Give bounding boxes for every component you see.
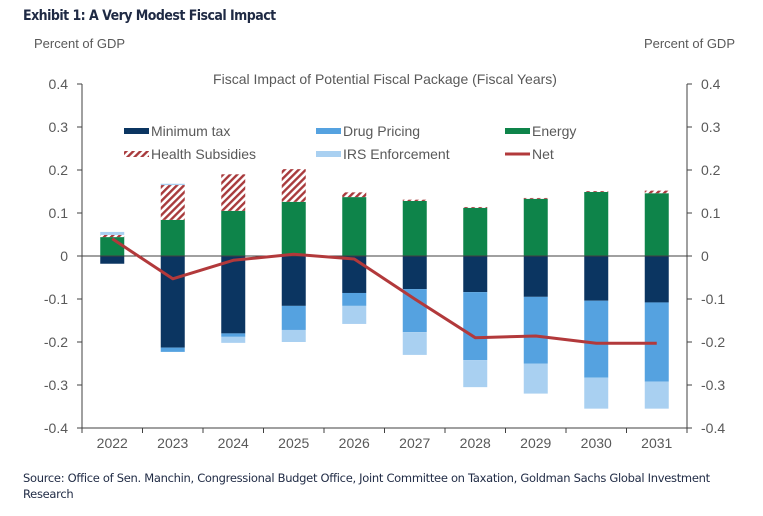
x-tick-label: 2026 (339, 435, 370, 451)
bar-drug-pricing-2026 (342, 292, 367, 306)
bar-drug-pricing-2029 (523, 296, 548, 364)
bar-drug-pricing-2025 (281, 305, 306, 330)
legend-swatch-hatch (124, 151, 149, 157)
legend-swatch (124, 128, 149, 134)
legend-item-irs-enforcement: IRS Enforcement (316, 146, 450, 162)
right-y-tick-label: 0.1 (701, 205, 721, 221)
x-tick-label: 2028 (460, 435, 491, 451)
bar-minimum-tax-2026 (342, 256, 367, 293)
source-note: Source: Office of Sen. Manchin, Congress… (23, 471, 710, 501)
bar-minimum-tax-2028 (463, 256, 488, 293)
bar-minimum-tax-2024 (221, 256, 246, 334)
legend-item-net: Net (505, 146, 554, 162)
bar-energy-2029 (523, 198, 548, 256)
legend-item-health-subsidies: Health Subsidies (124, 146, 256, 162)
left-y-tick-label: -0.2 (44, 334, 68, 350)
right-y-tick-label: 0.3 (701, 119, 721, 135)
right-axis-label: Percent of GDP (643, 36, 735, 51)
legend-item-minimum-tax: Minimum tax (124, 123, 230, 139)
bar-irs-enforcement-2024 (221, 336, 246, 343)
bar-drug-pricing-2028 (463, 292, 488, 361)
bar-irs-enforcement-2030 (584, 377, 609, 409)
bar-energy-2024 (221, 210, 246, 256)
bar-health-subsidies-2029 (523, 197, 548, 199)
legend-label: Net (532, 146, 554, 162)
bar-drug-pricing-2024 (221, 333, 246, 337)
left-y-tick-label: -0.4 (44, 420, 68, 436)
bar-irs-enforcement-2029 (523, 363, 548, 394)
x-tick-label: 2024 (218, 435, 249, 451)
legend-item-energy: Energy (505, 123, 576, 139)
bar-minimum-tax-2025 (281, 256, 306, 306)
bar-health-subsidies-2028 (463, 206, 488, 208)
bar-minimum-tax-2027 (402, 256, 427, 290)
right-y-tick-label: -0.2 (701, 334, 725, 350)
left-axis-label: Percent of GDP (34, 36, 126, 51)
x-tick-label: 2027 (399, 435, 430, 451)
left-y-tick-label: 0.1 (49, 205, 69, 221)
left-y-tick-label: 0.3 (49, 119, 69, 135)
bar-energy-2031 (644, 193, 669, 256)
legend-label: Health Subsidies (151, 146, 256, 162)
legend-label: IRS Enforcement (343, 146, 450, 162)
bar-irs-enforcement-2026 (342, 305, 367, 324)
left-y-tick-label: 0.2 (49, 162, 69, 178)
left-y-tick-label: 0 (60, 248, 68, 264)
legend-label: Drug Pricing (343, 123, 420, 139)
bar-health-subsidies-2023 (160, 185, 185, 220)
bar-irs-enforcement-2025 (281, 329, 306, 342)
bar-drug-pricing-2030 (584, 300, 609, 378)
bar-irs-enforcement-2031 (644, 381, 669, 409)
right-y-tick-label: -0.3 (701, 377, 725, 393)
bar-drug-pricing-2023 (160, 347, 185, 352)
legend-swatch (316, 151, 341, 157)
bar-health-subsidies-2024 (221, 174, 246, 211)
bar-health-subsidies-2031 (644, 190, 669, 194)
bar-irs-enforcement-2022 (100, 231, 125, 235)
right-y-tick-label: 0 (701, 248, 709, 264)
x-tick-label: 2025 (278, 435, 309, 451)
left-y-tick-label: -0.3 (44, 377, 68, 393)
bar-energy-2023 (160, 219, 185, 256)
x-tick-label: 2023 (157, 435, 188, 451)
legend-label: Energy (532, 123, 576, 139)
chart-title: Fiscal Impact of Potential Fiscal Packag… (213, 71, 557, 87)
bar-energy-2027 (402, 200, 427, 256)
legend-item-drug-pricing: Drug Pricing (316, 123, 420, 139)
bar-health-subsidies-2026 (342, 192, 367, 198)
bar-health-subsidies-2025 (281, 169, 306, 202)
right-y-tick-label: -0.4 (701, 420, 725, 436)
right-y-tick-label: -0.1 (701, 291, 725, 307)
exhibit-title: Exhibit 1: A Very Modest Fiscal Impact (23, 8, 276, 24)
x-tick-label: 2031 (641, 435, 672, 451)
left-y-tick-label: -0.1 (44, 291, 68, 307)
bar-health-subsidies-2030 (584, 191, 609, 192)
bar-health-subsidies-2027 (402, 199, 427, 201)
bar-minimum-tax-2031 (644, 256, 669, 303)
net-line (111, 237, 657, 345)
bar-minimum-tax-2023 (160, 256, 185, 348)
bar-minimum-tax-2030 (584, 256, 609, 301)
bar-irs-enforcement-2028 (463, 360, 488, 388)
bar-irs-enforcement-2027 (402, 332, 427, 355)
legend-swatch (316, 128, 341, 134)
bar-drug-pricing-2027 (402, 289, 427, 333)
bar-minimum-tax-2029 (523, 256, 548, 297)
bar-energy-2028 (463, 207, 488, 256)
bar-energy-2025 (281, 201, 306, 256)
left-y-tick-label: 0.4 (49, 76, 69, 92)
x-tick-label: 2022 (97, 435, 128, 451)
x-tick-label: 2029 (520, 435, 551, 451)
x-tick-label: 2030 (581, 435, 612, 451)
bar-energy-2030 (584, 191, 609, 256)
bar-energy-2026 (342, 197, 367, 256)
legend-label: Minimum tax (151, 123, 230, 139)
right-y-tick-label: 0.4 (701, 76, 721, 92)
right-y-tick-label: 0.2 (701, 162, 721, 178)
bar-health-subsidies-2022 (100, 234, 125, 238)
bar-irs-enforcement-2023 (160, 183, 185, 186)
legend-swatch (505, 128, 530, 134)
bar-minimum-tax-2022 (100, 256, 125, 264)
